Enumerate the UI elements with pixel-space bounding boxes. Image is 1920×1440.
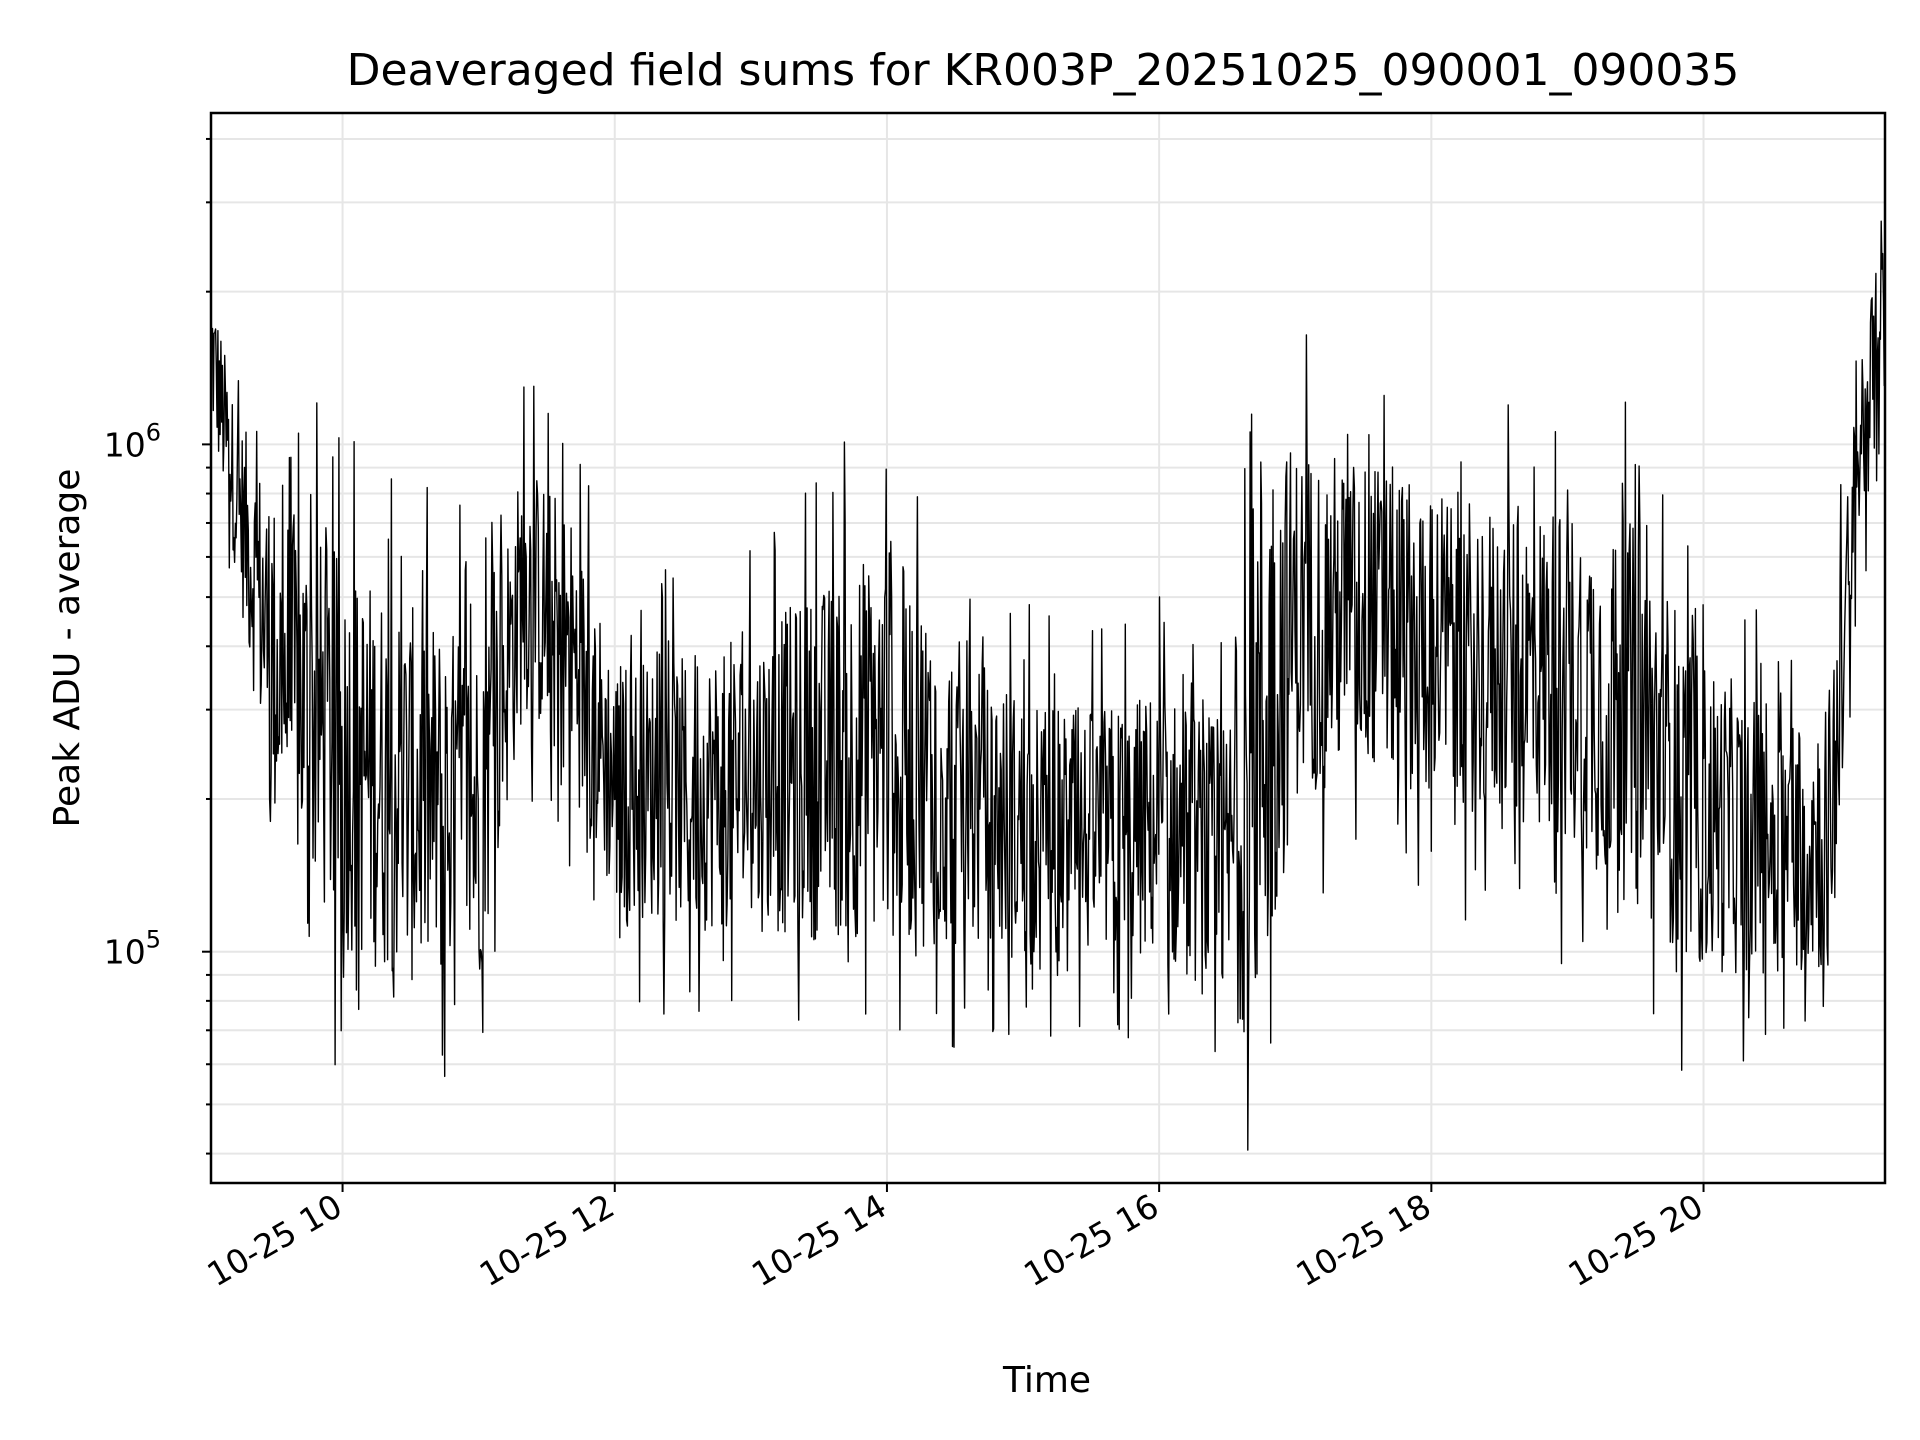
y-tick-exponent: 6 (146, 418, 161, 446)
x-axis-label: Time (1002, 1360, 1091, 1401)
y-tick-base: 10 (104, 425, 146, 464)
y-axis-label: Peak ADU - average (47, 469, 88, 828)
y-tick-exponent: 5 (146, 926, 161, 954)
y-tick-base: 10 (104, 933, 146, 972)
x-axis: 10-25 10 10-25 12 10-25 14 10-25 16 10-25 18… (201, 1183, 1710, 1294)
chart-title: Deaveraged field sums for KR003P_2025102… (347, 45, 1740, 96)
y-tick-label: 106 (104, 418, 161, 464)
plot-frame (209, 111, 1887, 1185)
x-tick-label: 10-25 16 (1017, 1186, 1165, 1294)
x-tick-label: 10-25 14 (745, 1186, 893, 1294)
x-tick-label: 10-25 12 (473, 1186, 621, 1294)
x-tick-label: 10-25 20 (1562, 1186, 1710, 1294)
x-tick-label: 10-25 10 (201, 1186, 349, 1294)
y-tick-label: 105 (104, 926, 161, 972)
series-line-group (210, 220, 1886, 1151)
x-tick-label: 10-25 18 (1289, 1186, 1437, 1294)
series-line (210, 220, 1886, 1151)
